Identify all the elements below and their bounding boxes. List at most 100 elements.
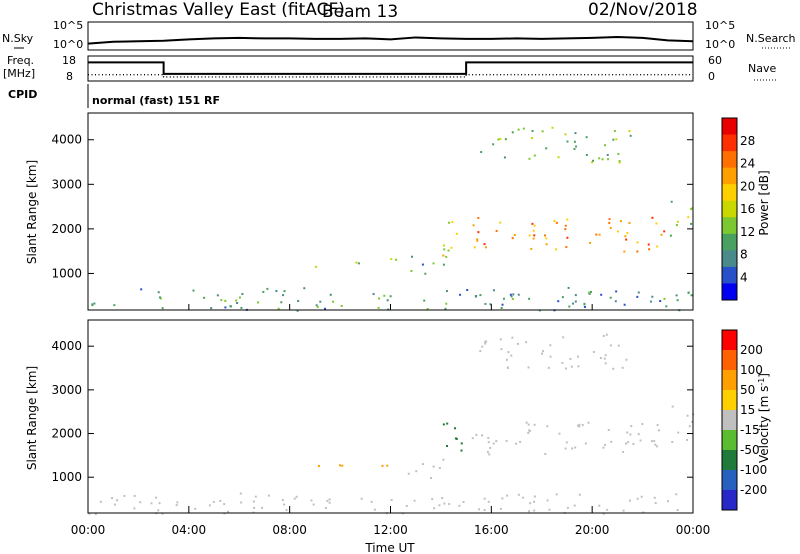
velocity-colorbar-tick-0: 200 xyxy=(740,343,763,357)
x-tick-label-2: 08:00 xyxy=(272,523,307,537)
velocity-y-axis-label: Slant Range [km] xyxy=(25,366,39,470)
power-colorbar-swatch-7 xyxy=(722,233,737,251)
velocity-colorbar-tick-4: -15 xyxy=(740,423,760,437)
velocity-x-ticks: 00:00 04:00 08:00 12:00 16:00 20:00 00:00 xyxy=(71,304,711,537)
velocity-y-ticks: 1000 2000 3000 4000 xyxy=(51,339,693,484)
power-colorbar-tick-6: 4 xyxy=(740,270,748,284)
plot-date: 02/Nov/2018 xyxy=(588,0,698,20)
power-colorbar-swatch-4 xyxy=(722,184,737,202)
freq-left-label: Freq. xyxy=(7,54,34,67)
power-colorbar-tick-1: 24 xyxy=(740,157,755,171)
power-ytick-label-2: 3000 xyxy=(51,177,82,191)
velocity-colorbar: 200 100 50 15 -15 -50 -100 -200 xyxy=(721,329,767,511)
velocity-ytick-label-1: 2000 xyxy=(51,427,82,441)
noise-right-label: N.Search xyxy=(746,32,796,45)
velocity-region-3 xyxy=(407,458,445,480)
power-colorbar-swatch-2 xyxy=(722,151,737,169)
velocity-colorbar-label-main: Velocity [m s xyxy=(757,386,771,463)
nave-series-line xyxy=(88,74,693,78)
cpid-panel: CPID normal (fast) 151 RF xyxy=(8,84,220,108)
frequency-series-line xyxy=(88,61,693,75)
noise-series-line xyxy=(87,35,694,45)
velocity-colorbar-tick-3: 15 xyxy=(740,403,755,417)
power-colorbar-swatch-6 xyxy=(722,217,737,235)
velocity-region-0 xyxy=(88,492,679,515)
x-tick-label-3: 12:00 xyxy=(373,523,408,537)
noise-right-tick-top: 10^5 xyxy=(705,19,735,32)
velocity-colorbar-label-sup: -1 xyxy=(757,378,766,386)
power-colorbar-tick-4: 12 xyxy=(740,225,755,239)
frequency-panel: Freq. [MHz] 18 8 60 0 Nave xyxy=(3,54,778,83)
velocity-colorbar-label-end: ] xyxy=(757,373,771,378)
velocity-colorbar-tick-2: 50 xyxy=(740,383,755,397)
velocity-colorbar-label: Velocity [m s-1] xyxy=(757,373,771,463)
velocity-ytick-label-0: 1000 xyxy=(51,470,82,484)
velocity-colorbar-tick-1: 100 xyxy=(740,363,763,377)
power-scatter-regions xyxy=(91,126,694,312)
power-region-0 xyxy=(91,286,693,312)
power-region-6 xyxy=(480,126,632,164)
velocity-region-2 xyxy=(381,464,389,467)
power-region-5 xyxy=(472,216,666,253)
power-ytick-label-3: 4000 xyxy=(51,133,82,147)
velocity-panel-frame xyxy=(87,319,694,514)
noise-left-tick-bottom: 10^0 xyxy=(53,38,83,51)
power-y-axis-label: Slant Range [km] xyxy=(25,160,39,264)
freq-right-tick-bottom: 0 xyxy=(708,70,715,83)
velocity-colorbar-swatch-4 xyxy=(722,410,737,431)
velocity-colorbar-tick-6: -100 xyxy=(740,463,767,477)
x-tick-label-4: 16:00 xyxy=(474,523,509,537)
velocity-region-4 xyxy=(442,422,463,452)
noise-panel: N.Sky 10^5 10^0 10^5 10^0 N.Search xyxy=(2,19,796,51)
power-colorbar-frame xyxy=(721,117,738,301)
power-colorbar-swatch-0 xyxy=(722,118,737,136)
cpid-value: normal (fast) 151 RF xyxy=(92,94,220,107)
x-tick-label-0: 00:00 xyxy=(71,523,106,537)
velocity-colorbar-swatch-5 xyxy=(722,430,737,451)
velocity-colorbar-swatch-2 xyxy=(722,370,737,391)
velocity-ytick-label-3: 4000 xyxy=(51,339,82,353)
noise-right-tick-bottom: 10^0 xyxy=(705,38,735,51)
power-colorbar-tick-0: 28 xyxy=(740,134,755,148)
power-ytick-label-0: 1000 xyxy=(51,266,82,280)
freq-left-tick-top: 18 xyxy=(62,54,76,67)
noise-panel-frame xyxy=(87,21,694,51)
power-ytick-label-1: 2000 xyxy=(51,222,82,236)
velocity-colorbar-swatch-7 xyxy=(722,470,737,491)
x-tick-label-6: 00:00 xyxy=(676,523,711,537)
freq-right-tick-top: 60 xyxy=(708,54,722,67)
velocity-colorbar-swatch-1 xyxy=(722,350,737,371)
x-tick-label-5: 20:00 xyxy=(575,523,610,537)
power-colorbar-swatch-9 xyxy=(722,266,737,284)
power-region-2 xyxy=(390,258,398,261)
frequency-panel-frame xyxy=(87,55,694,82)
x-axis-label: Time UT xyxy=(364,541,415,554)
power-colorbar-swatch-3 xyxy=(722,167,737,185)
power-colorbar-label: Power [dB] xyxy=(757,170,771,235)
x-tick-label-1: 04:00 xyxy=(172,523,207,537)
power-y-ticks: 1000 2000 3000 4000 xyxy=(51,133,693,280)
velocity-region-1 xyxy=(317,464,344,468)
power-colorbar-swatch-1 xyxy=(722,134,737,152)
velocity-panel: 1000 2000 3000 4000 00:00 04:00 08:00 12:00 16:… xyxy=(25,304,771,554)
power-region-1 xyxy=(315,261,360,268)
velocity-ytick-label-2: 3000 xyxy=(51,383,82,397)
freq-left-tick-bottom: 8 xyxy=(66,70,73,83)
velocity-colorbar-tick-5: -50 xyxy=(740,443,760,457)
power-region-7 xyxy=(669,200,694,237)
velocity-colorbar-swatch-6 xyxy=(722,450,737,471)
power-colorbar-tick-2: 20 xyxy=(740,179,755,193)
velocity-scatter-regions xyxy=(88,333,695,515)
power-colorbar-swatch-10 xyxy=(722,283,737,301)
velocity-region-5 xyxy=(471,421,660,456)
velocity-colorbar-swatch-3 xyxy=(722,390,737,411)
freq-left-unit: [MHz] xyxy=(3,67,35,80)
noise-left-tick-top: 10^5 xyxy=(53,19,83,32)
plot-title: Christmas Valley East (fitACF) xyxy=(92,0,345,20)
power-colorbar-swatch-5 xyxy=(722,200,737,218)
velocity-colorbar-swatch-8 xyxy=(722,490,737,511)
velocity-region-6 xyxy=(479,333,628,370)
power-colorbar: 28 24 20 16 12 8 4 xyxy=(721,117,755,301)
power-panel: 1000 2000 3000 4000 Slant Range [km] 28 24 20… xyxy=(25,112,771,312)
